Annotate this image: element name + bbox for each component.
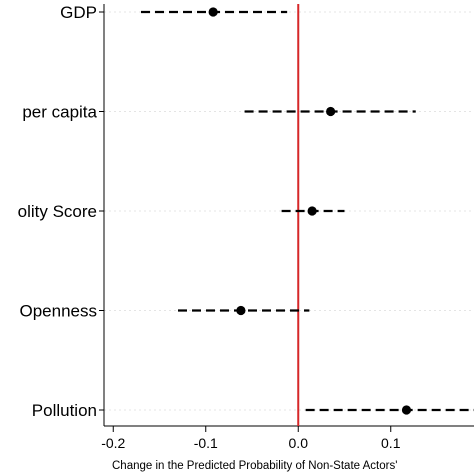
category-label: olity Score <box>18 202 97 221</box>
point-estimate <box>401 405 412 415</box>
point-estimate <box>326 106 336 117</box>
point-estimate <box>236 305 246 316</box>
category-label: Pollution <box>32 401 97 420</box>
category-label: per capita <box>22 103 97 122</box>
point-estimate <box>208 7 218 17</box>
axes <box>103 4 474 427</box>
point-estimates <box>208 7 412 415</box>
x-tick-label: 0.0 <box>289 435 309 451</box>
category-label: GDP <box>60 3 97 22</box>
x-ticks: -0.2 -0.1 0.0 0.1 <box>101 426 401 451</box>
x-axis-title: Change in the Predicted Probability of N… <box>112 460 397 472</box>
category-labels: GDP per capita olity Score Openness Pollutio… <box>18 3 104 420</box>
point-estimate <box>307 206 317 216</box>
x-tick-label: -0.1 <box>194 435 218 451</box>
x-tick-label: -0.2 <box>101 435 125 451</box>
category-label: Openness <box>20 302 98 321</box>
x-tick-label: 0.1 <box>381 435 401 451</box>
